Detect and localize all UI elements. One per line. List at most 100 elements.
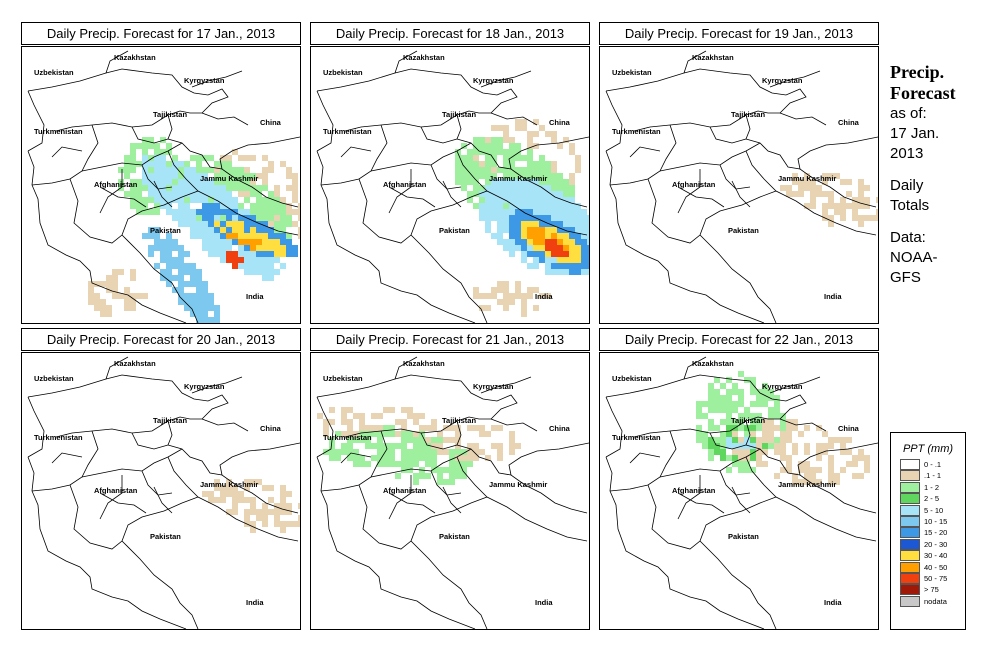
precip-cell — [750, 449, 756, 455]
precip-cell — [208, 293, 214, 299]
precip-cell — [503, 281, 509, 287]
precip-cell — [178, 191, 184, 197]
precip-cell — [250, 179, 256, 185]
precip-cell — [202, 287, 208, 293]
precip-cell — [142, 167, 148, 173]
precip-cell — [371, 443, 377, 449]
precip-cell — [479, 143, 485, 149]
precip-cell — [172, 263, 178, 269]
precip-cell — [551, 179, 557, 185]
precip-cell — [756, 425, 762, 431]
precip-cell — [485, 167, 491, 173]
precip-cell — [509, 155, 515, 161]
data-source-line1: NOAA- — [890, 249, 938, 266]
border-line — [388, 492, 436, 514]
border-line — [797, 136, 878, 170]
precip-cell — [780, 443, 786, 449]
precip-cell — [443, 449, 449, 455]
precip-cell — [262, 269, 268, 275]
precip-cell — [166, 197, 172, 203]
precip-cell — [220, 185, 226, 191]
precip-cell — [280, 485, 286, 491]
border-line — [605, 396, 623, 458]
border-line — [55, 114, 169, 132]
precip-cell — [292, 185, 298, 191]
precip-cell — [527, 131, 533, 137]
precip-cell — [274, 185, 280, 191]
precip-cell — [521, 299, 527, 305]
precip-cell — [485, 203, 491, 209]
precip-cell — [419, 413, 425, 419]
precip-cell — [515, 149, 521, 155]
precip-cell — [365, 437, 371, 443]
precip-cell — [359, 437, 365, 443]
precip-cell — [136, 161, 142, 167]
precip-cell — [178, 209, 184, 215]
precip-cell — [214, 209, 220, 215]
border-layer — [27, 356, 300, 629]
precip-cell — [262, 485, 268, 491]
precip-cell — [100, 299, 106, 305]
precip-cell — [250, 221, 256, 227]
precip-cell — [142, 173, 148, 179]
country-label: Afghanistan — [672, 486, 716, 495]
precip-cell — [286, 173, 292, 179]
precip-cell — [551, 215, 557, 221]
precip-cell — [491, 443, 497, 449]
precip-cell — [840, 209, 846, 215]
border-line — [316, 90, 334, 152]
precip-cell — [479, 191, 485, 197]
country-label: Uzbekistan — [34, 68, 74, 77]
country-label: Afghanistan — [383, 180, 427, 189]
precip-cell — [485, 173, 491, 179]
precip-cell — [190, 173, 196, 179]
precip-cell — [509, 293, 515, 299]
precip-cell — [762, 449, 768, 455]
precip-cell — [160, 137, 166, 143]
precip-cell — [515, 119, 521, 125]
precip-cell — [377, 413, 383, 419]
precip-cell — [485, 197, 491, 203]
precip-cell — [395, 419, 401, 425]
precip-cell — [112, 293, 118, 299]
precip-cell — [154, 239, 160, 245]
border-line — [677, 475, 701, 520]
precip-cell — [335, 455, 341, 461]
precip-cell — [196, 167, 202, 173]
precip-cell — [166, 173, 172, 179]
precip-cell — [196, 293, 202, 299]
precip-cell — [750, 389, 756, 395]
country-label: Jammu Kashmir — [200, 174, 258, 183]
precip-cell — [274, 245, 280, 251]
precip-cell — [792, 419, 798, 425]
precip-cell — [208, 251, 214, 257]
precip-cell — [298, 215, 300, 221]
border-line — [779, 112, 827, 126]
precip-cell — [726, 401, 732, 407]
precip-cell — [407, 413, 413, 419]
precip-cell — [587, 245, 589, 251]
precip-cell — [449, 473, 455, 479]
border-line — [27, 396, 45, 458]
precip-cell — [720, 395, 726, 401]
precip-cell — [377, 461, 383, 467]
precip-cell — [569, 263, 575, 269]
precip-cell — [497, 185, 503, 191]
country-label: Kazakhstan — [403, 53, 445, 62]
precip-cell — [172, 161, 178, 167]
precip-cell — [744, 431, 750, 437]
precip-cell — [750, 431, 756, 437]
panel-title: Daily Precip. Forecast for 21 Jan., 2013 — [310, 328, 590, 351]
precip-cell — [551, 209, 557, 215]
precip-cell — [286, 209, 292, 215]
precip-cell — [377, 455, 383, 461]
precip-cell — [569, 197, 575, 203]
precip-cell — [353, 455, 359, 461]
label-layer: KazakhstanUzbekistanKyrgyzstanTajikistan… — [323, 53, 571, 301]
precip-cell — [563, 251, 569, 257]
precip-cell — [437, 473, 443, 479]
precip-cell — [509, 221, 515, 227]
precip-cell — [539, 179, 545, 185]
precip-cell — [250, 233, 256, 239]
precip-cell — [136, 197, 142, 203]
